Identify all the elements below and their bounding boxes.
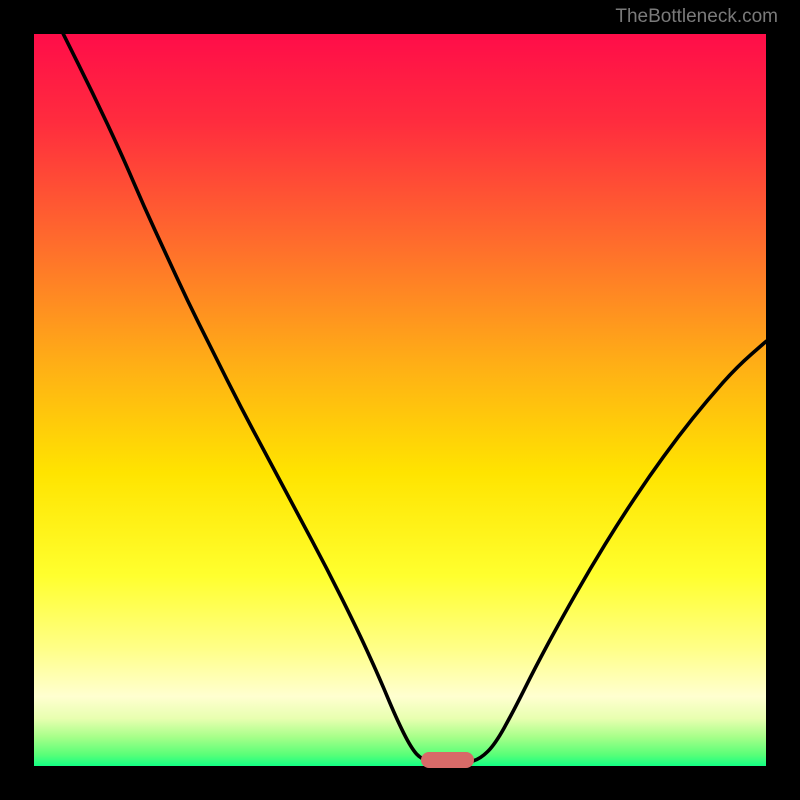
bottleneck-curve	[34, 34, 766, 766]
optimal-zone-marker	[421, 752, 474, 768]
chart-plot-area	[34, 34, 766, 766]
canvas-root: TheBottleneck.com	[0, 0, 800, 800]
attribution-text: TheBottleneck.com	[615, 6, 778, 28]
